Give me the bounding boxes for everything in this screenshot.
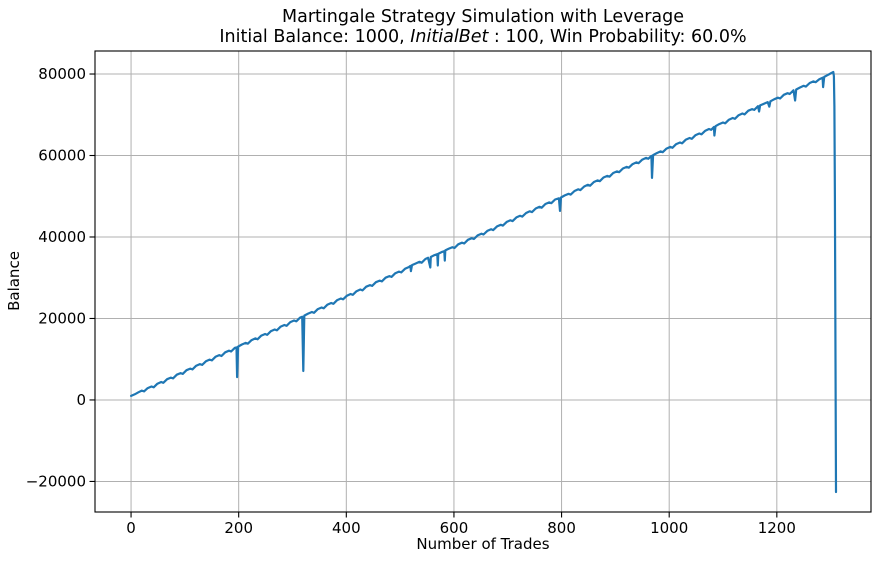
y-tick-label: −20000 xyxy=(26,473,86,491)
subtitle-prefix: Initial Balance: 1000, xyxy=(219,27,410,47)
x-tick-label: 200 xyxy=(224,519,253,537)
x-tick-label: 400 xyxy=(332,519,361,537)
subtitle-math-italic: InitialBet xyxy=(410,27,489,47)
subtitle-suffix: , Win Probability: 60.0% xyxy=(539,27,747,47)
tick-layer: 0 200 400 600 800 1000 1200 −20000 0 20000 40000 60… xyxy=(26,65,796,537)
axes-layer xyxy=(94,50,872,513)
balance-series-line xyxy=(130,70,838,494)
x-tick-label: 1000 xyxy=(650,519,688,537)
x-tick-label: 1200 xyxy=(758,519,796,537)
y-tick-label: 0 xyxy=(76,391,86,409)
y-tick-label: 40000 xyxy=(38,228,86,246)
grid-layer xyxy=(95,51,871,512)
y-tick-label: 60000 xyxy=(38,147,86,165)
y-axis-label: Balance xyxy=(5,251,23,311)
y-tick-label: 80000 xyxy=(38,65,86,83)
y-tick-label: 20000 xyxy=(38,310,86,328)
subtitle-math-upright: : 100 xyxy=(488,27,538,47)
x-tick-label: 600 xyxy=(440,519,469,537)
chart-title: Martingale Strategy Simulation with Leve… xyxy=(282,7,684,27)
x-axis-label: Number of Trades xyxy=(416,535,549,553)
x-tick-label: 800 xyxy=(547,519,576,537)
chart-subtitle: Initial Balance: 1000, InitialBet : 100,… xyxy=(219,27,746,47)
data-layer xyxy=(130,70,838,494)
plot-border xyxy=(94,50,872,513)
x-tick-label: 0 xyxy=(126,519,136,537)
